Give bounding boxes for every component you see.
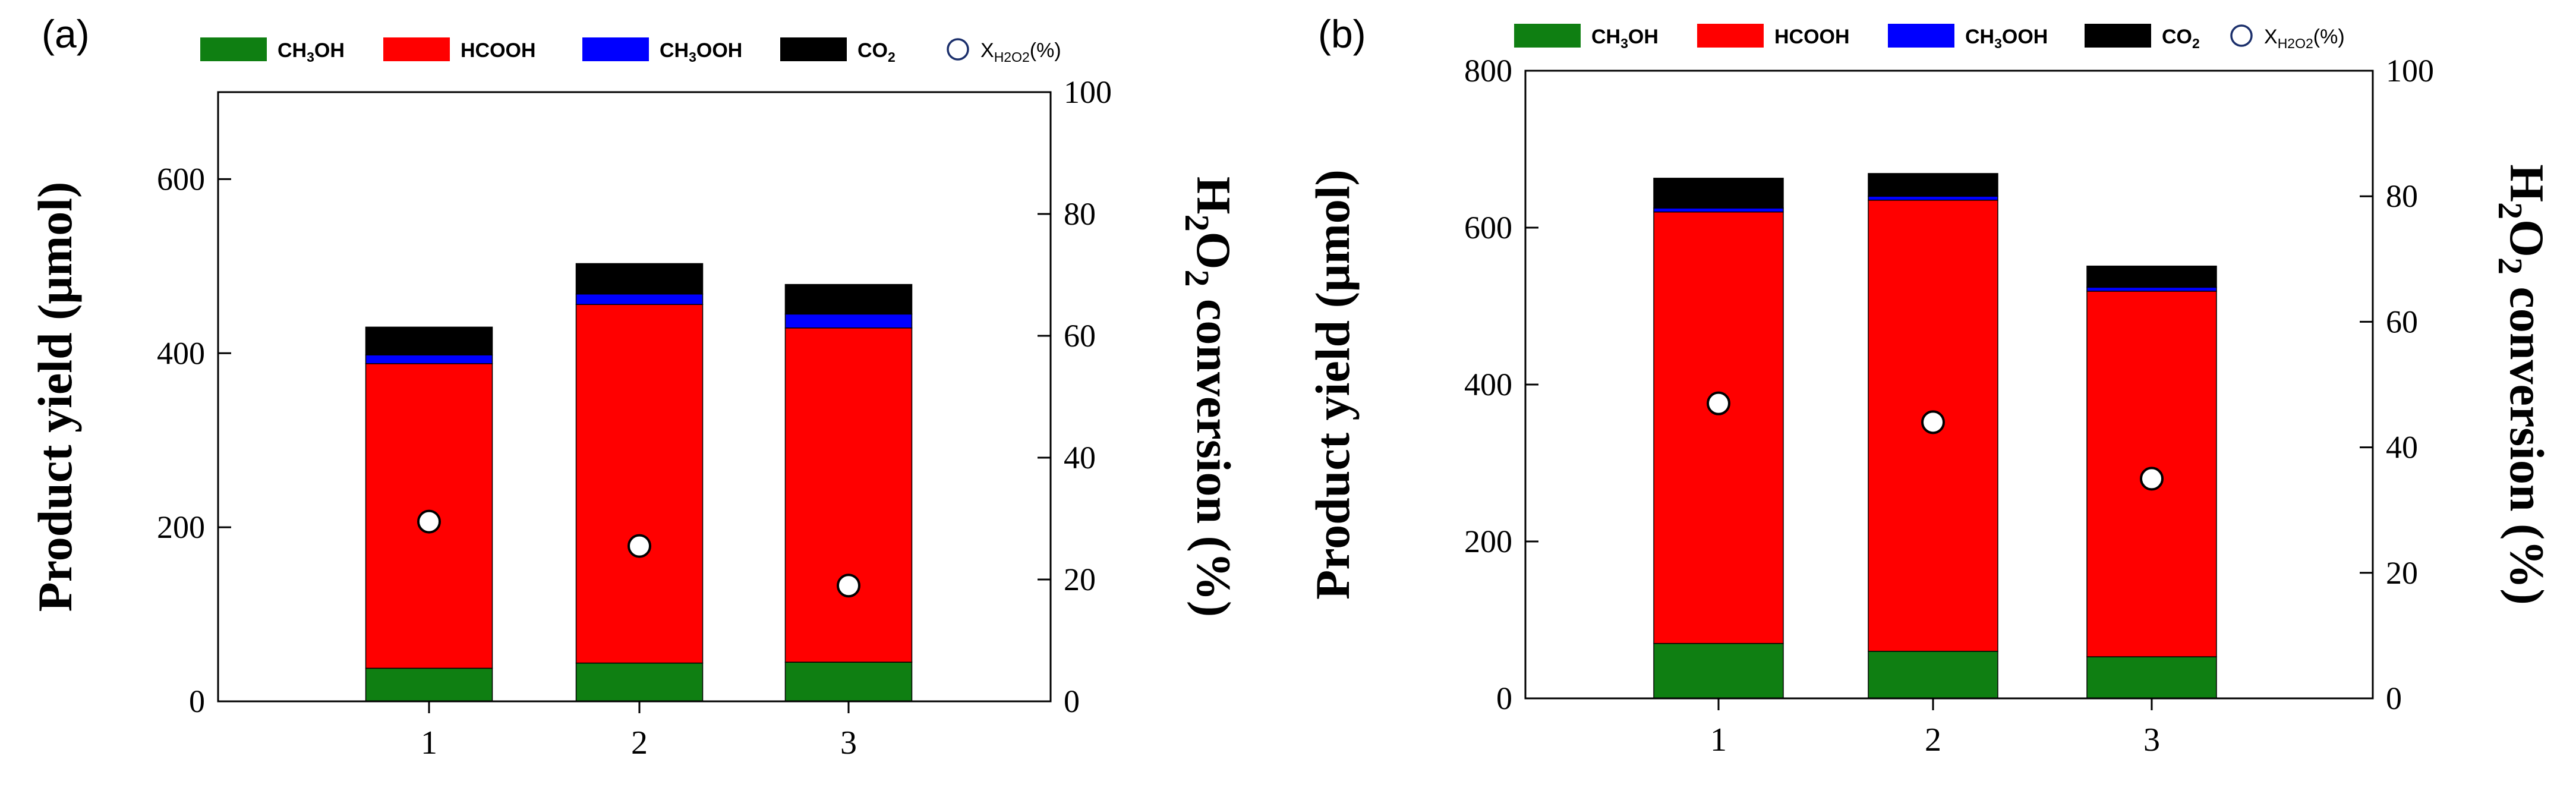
bar-segment-ch3ooh-1 [1653,207,1784,213]
panel-b: (b) 0 200 400 600 800 0 20 40 60 80 100 1 2 3 Product y… [1306,12,2554,758]
y2-tick-label: 80 [2386,178,2418,214]
legend-swatch-ch3ooh [1888,24,1954,48]
y2-tick-label: 60 [1064,318,1096,354]
bar-segment-hcooh-2 [575,304,704,664]
legend-label-ch3oh: CH3OH [1591,26,1659,51]
bar-segment-ch3oh-2 [575,662,704,702]
conversion-marker-3 [837,574,860,598]
y-tick-label: 0 [1496,681,1512,716]
y2-tick-label: 100 [1064,74,1112,110]
legend-swatch-ch3ooh [582,37,649,61]
bar-segment-ch3ooh-1 [365,354,493,364]
bar-segment-co2-1 [365,326,493,355]
bar-segment-ch3oh-2 [1868,651,1998,699]
y-tick-label: 800 [1464,53,1512,89]
conversion-marker-2 [1921,410,1945,434]
x-tick-label: 2 [1925,722,1941,758]
legend-swatch-co2 [2085,24,2151,48]
y-tick-label: 400 [157,335,205,371]
x-tick-label: 2 [631,725,648,761]
bar-segment-hcooh-3 [784,327,913,663]
bar-segment-co2-2 [1868,173,1998,197]
bar-segment-ch3oh-1 [365,667,493,702]
legend-label-co2: CO2 [2162,26,2200,51]
y2-axis-title: H2O2 conversion (%) [1178,177,1241,617]
y2-tick-label: 80 [1064,196,1096,232]
legend-label-xh2o2: XH2O2(%) [2264,26,2345,51]
y-tick-label: 600 [157,161,205,197]
y2-tick-label: 20 [2386,555,2418,591]
legend-label-hcooh: HCOOH [1774,26,1850,48]
y-tick-label: 200 [1464,524,1512,559]
y-tick-label: 200 [157,509,205,545]
panel-label: (a) [42,12,90,56]
legend-label-ch3ooh: CH3OOH [1965,26,2048,51]
legend-marker-xh2o2 [947,38,969,61]
y2-tick-label: 20 [1064,562,1096,597]
legend-label-ch3oh: CH3OH [278,39,345,65]
bar-segment-ch3oh-3 [784,662,913,702]
panel-a: (a) 0 200 400 600 0 20 40 60 80 100 1 2 3 Product yiel… [28,12,1241,761]
bar-segment-ch3oh-1 [1653,642,1784,699]
y2-tick-label: 0 [2386,681,2402,716]
legend-label-co2: CO2 [857,39,896,65]
bar-segment-hcooh-1 [1653,211,1784,644]
legend: CH3OH HCOOH CH3OOH CO2 XH2O2(%) [1514,24,2345,51]
conversion-marker-1 [417,509,441,534]
y-axis-title: Product yield (μmol) [1306,169,1360,600]
y2-tick-label: 100 [2386,53,2434,89]
y2-axis-title: H2O2 conversion (%) [2491,164,2554,604]
y-tick-label: 0 [189,684,205,719]
bar-segment-ch3ooh-3 [784,313,913,329]
legend-swatch-ch3oh [200,37,267,61]
conversion-marker-2 [628,534,651,558]
panel-label: (b) [1318,12,1366,56]
conversion-marker-1 [1707,391,1730,415]
legend-swatch-hcooh [383,37,450,61]
legend-label-hcooh: HCOOH [461,39,536,62]
bar-segment-ch3oh-3 [2086,656,2217,699]
y2-tick-label: 60 [2386,304,2418,339]
x-tick-label: 3 [2143,722,2160,758]
plot-frame [217,91,1052,703]
bar-segment-ch3ooh-3 [2086,286,2217,292]
y-tick-label: 600 [1464,210,1512,245]
conversion-marker-3 [2140,467,2164,491]
legend-swatch-hcooh [1697,24,1764,48]
legend-marker-xh2o2 [2230,24,2253,47]
legend-swatch-ch3oh [1514,24,1581,48]
x-tick-label: 1 [421,725,437,761]
bar-segment-ch3ooh-2 [575,293,704,305]
legend-swatch-co2 [780,37,847,61]
legend-label-xh2o2: XH2O2(%) [980,39,1061,65]
bar-segment-ch3ooh-2 [1868,196,1998,201]
x-tick-label: 1 [1710,722,1727,758]
y-tick-label: 400 [1464,367,1512,402]
y-axis-title: Product yield (μmol) [28,182,82,612]
y2-tick-label: 40 [2386,430,2418,465]
bar-segment-co2-3 [784,284,913,315]
bar-segment-co2-3 [2086,265,2217,288]
bar-segment-co2-2 [575,263,704,295]
legend: CH3OH HCOOH CH3OOH CO2 XH2O2(%) [200,37,1061,65]
y2-tick-label: 0 [1064,684,1080,719]
x-tick-label: 3 [840,725,857,761]
legend-label-ch3ooh: CH3OOH [660,39,742,65]
y2-tick-label: 40 [1064,440,1096,475]
bar-segment-co2-1 [1653,178,1784,209]
